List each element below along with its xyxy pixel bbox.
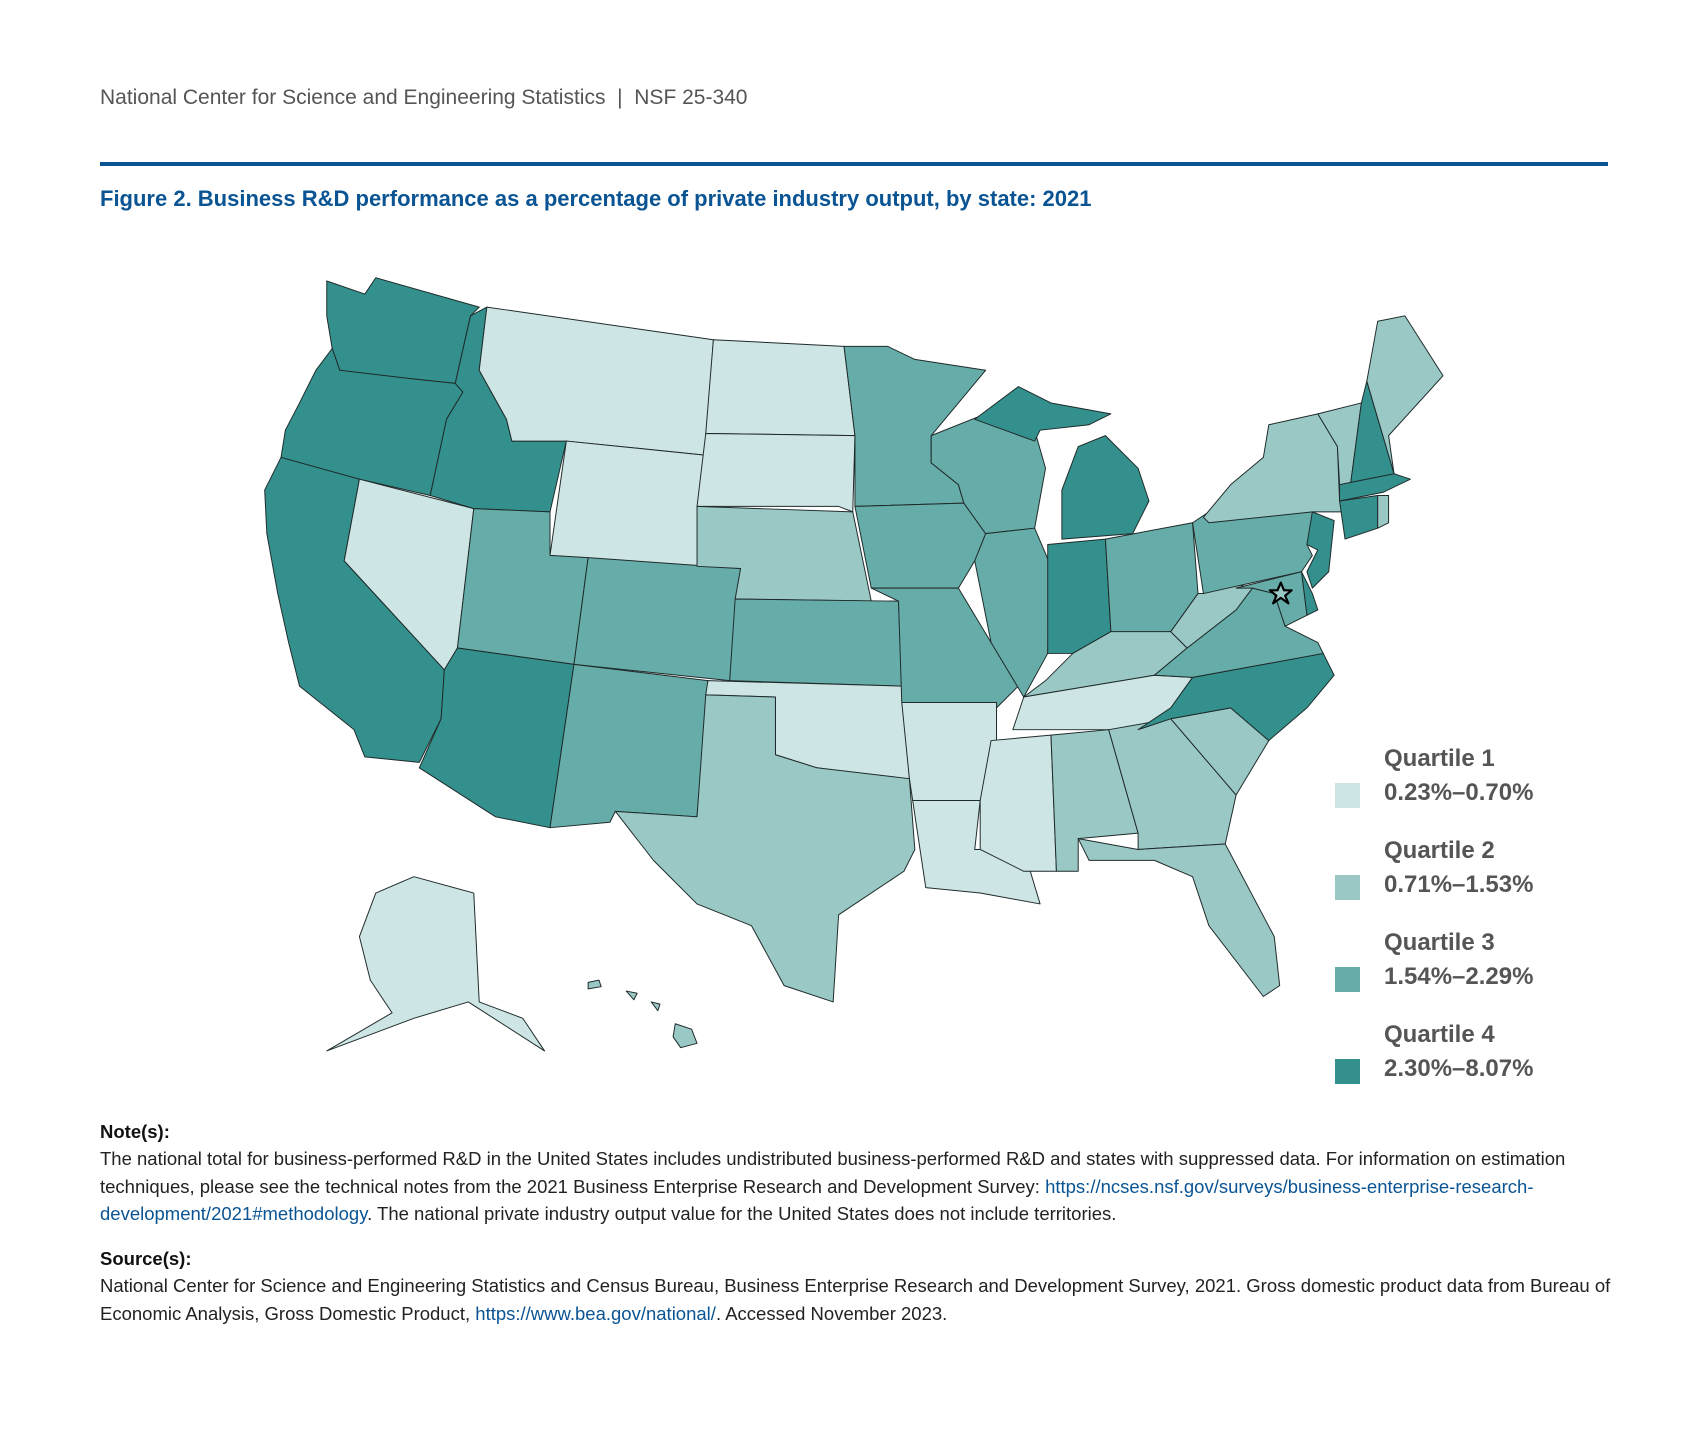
state-sd: [696, 432, 856, 513]
dc-star-icon: [1268, 581, 1293, 605]
legend-swatch: [1335, 1059, 1360, 1084]
state-ms: [979, 734, 1057, 872]
legend-range: 1.54%–2.29%: [1384, 963, 1534, 990]
bea-link[interactable]: https://www.bea.gov/national/: [475, 1302, 716, 1324]
legend-swatch: [1335, 783, 1360, 808]
state-wa: [326, 277, 480, 384]
legend-label: Quartile 4: [1384, 1021, 1495, 1048]
state-ak: [326, 876, 546, 1052]
legend-swatch: [1335, 875, 1360, 900]
org-name: National Center for Science and Engineer…: [100, 86, 606, 109]
state-mi: [974, 386, 1150, 540]
methodology-link[interactable]: https://ncses.nsf.gov/surveys/business-e…: [100, 1175, 1534, 1224]
state-md: [1235, 571, 1308, 627]
notes-text-1: The national total for business-performe…: [100, 1148, 1566, 1197]
state-in: [1047, 538, 1112, 654]
state-mo: [870, 587, 1019, 709]
state-nj: [1306, 511, 1335, 589]
state-il: [974, 527, 1052, 698]
state-la: [912, 799, 1041, 905]
sources-text: National Center for Science and Engineer…: [100, 1272, 1620, 1327]
notes-text: The national total for business-performe…: [100, 1145, 1620, 1227]
state-ia: [854, 502, 987, 589]
separator: |: [617, 86, 623, 109]
state-ma: [1339, 473, 1411, 502]
state-fl: [1077, 838, 1281, 997]
report-id: NSF 25-340: [634, 86, 748, 109]
state-ri: [1377, 495, 1390, 529]
notes-heading: Note(s):: [100, 1121, 170, 1142]
state-nm: [549, 663, 709, 829]
legend-range: 2.30%–8.07%: [1384, 1055, 1534, 1082]
notes-section: Note(s): The national total for business…: [100, 1118, 1620, 1345]
sources-heading: Source(s):: [100, 1248, 192, 1270]
state-hi: [587, 979, 698, 1049]
state-ct: [1339, 495, 1379, 540]
report-header: National Center for Science and Engineer…: [100, 86, 748, 110]
legend-label: Quartile 1: [1384, 745, 1495, 772]
legend-label: Quartile 3: [1384, 929, 1495, 956]
legend-label: Quartile 2: [1384, 837, 1495, 864]
state-ar: [901, 701, 998, 801]
sources-text-1: National Center for Science and Engineer…: [100, 1275, 1611, 1324]
state-nc: [1137, 652, 1335, 742]
header-rule: [100, 162, 1608, 166]
state-ny: [1202, 413, 1346, 524]
sources-text-2: . Accessed November 2023.: [715, 1302, 948, 1324]
legend-swatch: [1335, 967, 1360, 992]
legend-range: 0.23%–0.70%: [1384, 779, 1534, 806]
figure-title: Figure 2. Business R&D performance as a …: [100, 186, 1092, 211]
state-ks: [729, 598, 903, 687]
state-mt: [478, 306, 714, 456]
state-co: [573, 557, 742, 682]
notes-text-2: . The national private industry output v…: [367, 1202, 1117, 1224]
legend-range: 0.71%–1.53%: [1384, 871, 1534, 898]
state-nd: [705, 339, 856, 437]
state-tx: [614, 694, 916, 1003]
state-wy: [549, 440, 707, 567]
